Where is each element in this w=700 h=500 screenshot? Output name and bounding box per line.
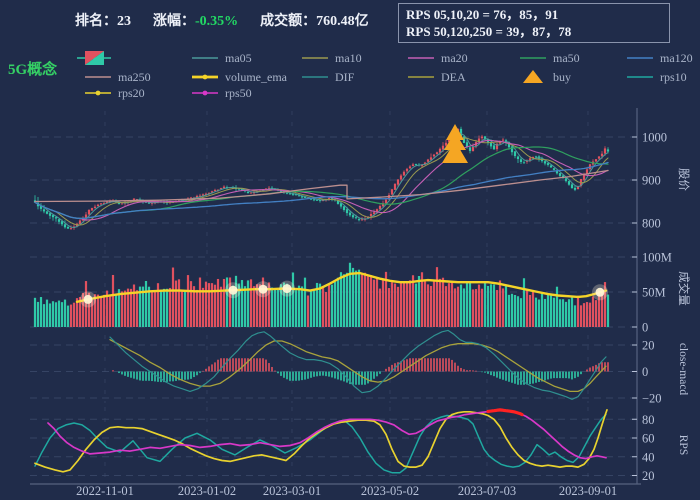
y-tick-label: 100M (642, 251, 672, 265)
legend-item-rps10: rps10 (627, 70, 687, 84)
x-tick-label: 2023-01-02 (178, 484, 236, 498)
legend-label: rps20 (118, 86, 145, 100)
y-tick-label: 0 (642, 321, 648, 335)
candlestick-series (33, 126, 610, 231)
x-tick-label: 2023-05-02 (361, 484, 419, 498)
y-tick-label: 800 (642, 217, 661, 231)
legend-label: ma50 (553, 51, 580, 65)
y-tick-label: 60 (642, 432, 655, 446)
x-tick-label: 2023-03-01 (263, 484, 321, 498)
ma-lines (34, 133, 609, 228)
macd-lines (109, 329, 607, 400)
buy-markers (442, 124, 468, 163)
legend-item-buy: buy (523, 70, 571, 84)
pane-title: close-macd (677, 343, 689, 396)
x-tick-label: 2023-09-01 (559, 484, 617, 498)
legend-item-DEA: DEA (408, 70, 466, 84)
y-tick-label: 1000 (642, 131, 667, 145)
y-tick-label: 20 (642, 469, 655, 483)
rps-stat-line-2: RPS 50,120,250 = 39，87，78 (406, 24, 572, 39)
legend-item-rps20: rps20 (85, 86, 145, 100)
legend-label: rps50 (225, 86, 252, 100)
y-tick-label: 20 (642, 339, 655, 353)
legend-item-ma120: ma120 (627, 51, 693, 65)
rank-value: 23 (117, 14, 131, 29)
y-tick-label: 40 (642, 450, 655, 464)
buy-triangle-icon (523, 70, 543, 83)
rank-stat: 排名：23 (75, 10, 131, 30)
change-stat: 涨幅：-0.35% (153, 10, 238, 30)
rank-label: 排名： (75, 14, 117, 29)
legend-item-DIF: DIF (302, 70, 355, 84)
legend-label: ma120 (660, 51, 693, 65)
y-tick-label: −20 (642, 392, 662, 406)
turnover-stat: 成交额：760.48亿 (260, 10, 369, 30)
legend-item-ma10: ma10 (302, 51, 362, 65)
legend-label: rps10 (660, 70, 687, 84)
rps-lines (34, 408, 608, 474)
legend-label: buy (553, 70, 571, 84)
legend-label: ma20 (441, 51, 468, 65)
volume-bars (33, 262, 610, 327)
chart-title: 5G概念 (8, 62, 58, 78)
y-tick-label: 0 (642, 365, 648, 379)
y-tick-label: 900 (642, 174, 661, 188)
legend-item-rps50: rps50 (192, 86, 252, 100)
x-tick-label: 2023-07-03 (458, 484, 516, 498)
legend-label: ma05 (225, 51, 252, 65)
legend-item-ma250: ma250 (85, 70, 151, 84)
legend-label: DEA (441, 70, 466, 84)
x-tick-label: 2022-11-01 (76, 484, 134, 498)
legend-label: volume_ema (225, 70, 288, 84)
legend-item-ma20: ma20 (408, 51, 468, 65)
legend: ma05 ma10 ma20 ma50 ma120 ma250 volume_ema DIF D… (77, 51, 693, 100)
legend-label: ma10 (335, 51, 362, 65)
legend-item-candle (77, 51, 111, 65)
legend-label: ma250 (118, 70, 151, 84)
legend-label: DIF (335, 70, 355, 84)
macd-histogram (112, 358, 609, 385)
rps-stat-line-1: RPS 05,10,20 = 76，85，91 (406, 7, 559, 22)
legend-item-ma05: ma05 (192, 51, 252, 65)
change-value: -0.35% (195, 14, 239, 29)
change-label: 涨幅： (153, 14, 195, 29)
turnover-value: 760.48亿 (316, 14, 369, 29)
legend-item-volume_ema: volume_ema (192, 70, 288, 84)
legend-item-ma50: ma50 (520, 51, 580, 65)
volume-ema-line (75, 271, 608, 308)
pane-title: 成交量 (677, 271, 691, 306)
pane-title: RPS (677, 435, 689, 455)
rps-stats-box: RPS 05,10,20 = 76，85，91 RPS 50,120,250 =… (398, 3, 670, 43)
turnover-label: 成交额： (260, 14, 317, 29)
y-tick-label: 80 (642, 413, 655, 427)
axes: 1000 900 800 股价 100M 50M 0 成交量 20 0 −20 close-macd 8… (30, 108, 691, 498)
stats-bar: 排名：23 涨幅：-0.35% 成交额：760.48亿 (75, 10, 369, 30)
y-tick-label: 50M (642, 286, 666, 300)
pane-title: 股价 (677, 168, 690, 191)
